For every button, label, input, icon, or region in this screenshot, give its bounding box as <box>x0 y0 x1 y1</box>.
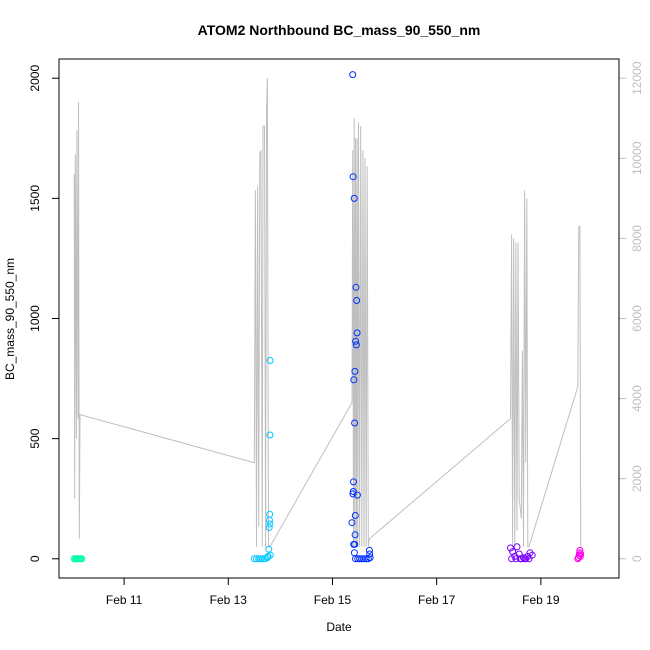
data-point-series-2 <box>350 478 357 486</box>
data-point-series-2 <box>364 555 372 563</box>
y-tick-label: 1000 <box>28 305 42 332</box>
data-point-series-1 <box>265 524 273 531</box>
data-point-series-2 <box>352 283 360 291</box>
y-tick-label: 1500 <box>28 185 42 212</box>
altitude-line <box>73 78 582 548</box>
data-point-series-3 <box>508 555 516 563</box>
y2-tick-label: 2000 <box>630 465 644 492</box>
data-points-layer <box>70 71 585 563</box>
data-point-series-1 <box>266 551 274 559</box>
data-point-series-2 <box>351 367 359 375</box>
data-point-series-2 <box>351 531 359 539</box>
data-point-series-2 <box>351 419 359 427</box>
data-point-series-0 <box>78 555 86 563</box>
data-point-series-2 <box>352 337 360 345</box>
x-axis-label: Date <box>326 620 352 634</box>
x-tick-label: Feb 17 <box>418 593 456 607</box>
data-point-series-2 <box>351 540 359 548</box>
data-point-series-2 <box>353 297 361 304</box>
data-point-series-2 <box>349 490 357 498</box>
y2-tick-label: 4000 <box>630 385 644 412</box>
y2-tick-label: 12000 <box>630 61 644 95</box>
y-tick-label: 0 <box>28 555 42 562</box>
y2-tick-label: 6000 <box>630 305 644 332</box>
data-point-series-3 <box>521 555 529 563</box>
x-tick-label: Feb 13 <box>210 593 248 607</box>
data-point-series-2 <box>349 71 357 79</box>
data-point-series-3 <box>525 555 533 563</box>
data-point-series-2 <box>366 554 374 562</box>
plot-frame <box>58 58 620 579</box>
data-point-series-3 <box>513 543 521 551</box>
y2-tick-label: 0 <box>630 555 644 562</box>
data-point-series-2 <box>349 173 357 181</box>
data-point-series-2 <box>362 555 370 563</box>
data-point-series-1 <box>250 555 258 563</box>
data-point-series-4 <box>575 551 583 559</box>
x-tick-label: Feb 15 <box>314 593 352 607</box>
data-point-series-2 <box>350 194 358 202</box>
data-point-series-1 <box>266 357 274 364</box>
data-point-series-2 <box>353 329 361 337</box>
data-point-series-4 <box>576 549 584 557</box>
y-tick-label: 2000 <box>28 65 42 92</box>
data-point-series-2 <box>351 512 359 519</box>
y2-tick-label: 8000 <box>630 225 644 252</box>
data-point-series-3 <box>516 555 524 563</box>
chart-title: ATOM2 Northbound BC_mass_90_550_nm <box>198 22 481 38</box>
data-point-series-2 <box>350 376 358 384</box>
data-point-series-2 <box>348 519 356 527</box>
data-point-series-2 <box>352 341 360 349</box>
altitude-line-layer <box>73 78 582 548</box>
data-point-series-2 <box>366 550 374 558</box>
data-point-series-1 <box>266 520 274 528</box>
x-tick-label: Feb 19 <box>522 593 560 607</box>
data-point-series-1 <box>266 510 274 518</box>
data-point-series-3 <box>507 544 514 552</box>
y-axis-label: BC_mass_90_550_nm <box>3 258 17 380</box>
x-tick-label: Feb 11 <box>106 593 143 607</box>
data-point-series-1 <box>266 431 274 439</box>
axes-layer: Feb 11 Feb 13 Feb 15 Feb 17 Feb 19 0 500 1000 15… <box>28 61 644 607</box>
data-point-series-2 <box>350 549 358 557</box>
data-point-series-2 <box>353 491 361 499</box>
data-point-series-3 <box>512 555 520 563</box>
y2-tick-label: 10000 <box>630 141 644 175</box>
data-point-series-4 <box>576 552 584 560</box>
data-point-series-1 <box>257 555 265 563</box>
data-point-series-4 <box>577 550 585 558</box>
data-point-series-2 <box>365 546 373 554</box>
y-tick-label: 500 <box>28 428 42 448</box>
data-point-series-2 <box>349 488 357 495</box>
